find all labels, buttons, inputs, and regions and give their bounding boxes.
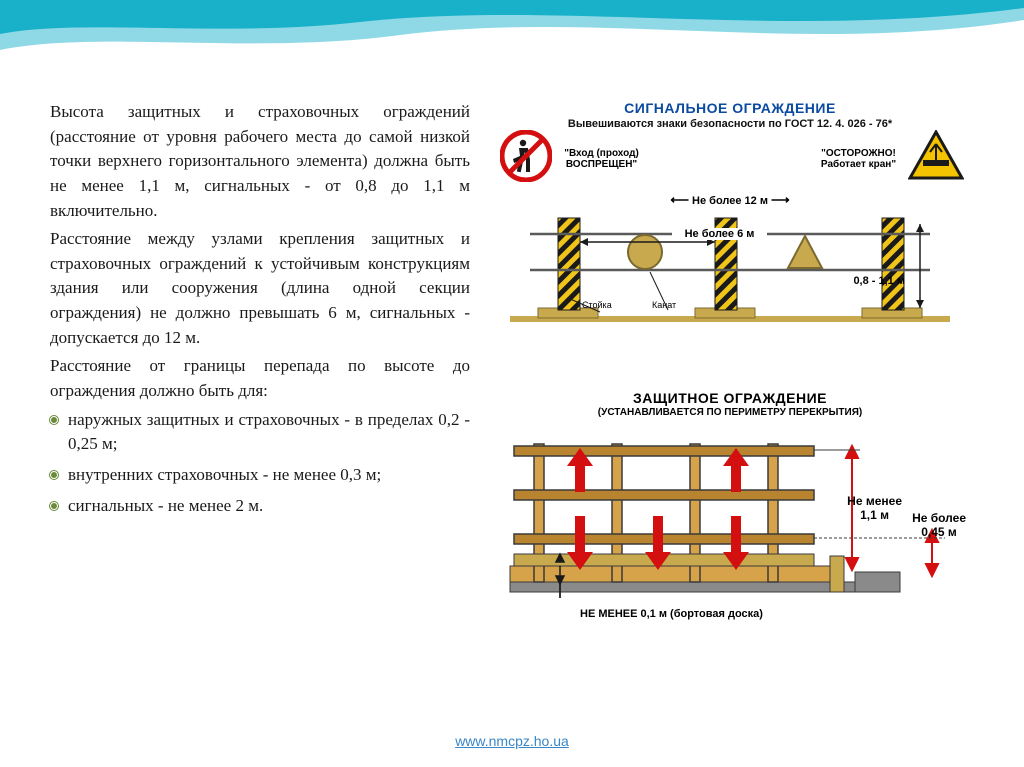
prohibition-sign-icon xyxy=(500,130,552,182)
footer-link: www.nmcpz.ho.ua xyxy=(0,733,1024,749)
warning-sign-icon xyxy=(908,130,964,180)
diag1-subtitle: Вывешиваются знаки безопасности по ГОСТ … xyxy=(500,118,960,130)
dim-6m-label: Не более 6 м xyxy=(672,228,767,240)
bullet-list: наружных защитных и страховочных - в пре… xyxy=(50,408,470,519)
body-text: Высота защитных и страховочных ограждени… xyxy=(50,100,470,640)
protective-fence-drawing xyxy=(500,426,960,636)
dim-0-45m-label: Не более0,45 м xyxy=(912,512,966,540)
signal-fence-drawing xyxy=(500,188,960,348)
list-item: сигнальных - не менее 2 м. xyxy=(68,494,470,519)
list-item: наружных защитных и страховочных - в пре… xyxy=(68,408,470,457)
decorative-wave xyxy=(0,0,1024,70)
diag2-title: ЗАЩИТНОЕ ОГРАЖДЕНИЕ xyxy=(500,390,960,406)
warn-label: "ОСТОРОЖНО! Работает кран" xyxy=(811,148,906,170)
diag2-subtitle: (УСТАНАВЛИВАЕТСЯ ПО ПЕРИМЕТРУ ПЕРЕКРЫТИЯ… xyxy=(500,407,960,418)
protective-fence-diagram: ЗАЩИТНОЕ ОГРАЖДЕНИЕ (УСТАНАВЛИВАЕТСЯ ПО … xyxy=(500,390,960,640)
dim-0-1m-label: НЕ МЕНЕЕ 0,1 м (бортовая доска) xyxy=(580,608,763,620)
source-url[interactable]: www.nmcpz.ho.ua xyxy=(455,733,569,749)
dim-1-1m-label: Не менее1,1 м xyxy=(847,495,902,523)
stand-label: Стойка xyxy=(582,300,612,310)
diag1-title: СИГНАЛЬНОЕ ОГРАЖДЕНИЕ xyxy=(500,100,960,116)
signal-fence-diagram: СИГНАЛЬНОЕ ОГРАЖДЕНИЕ Вывешиваются знаки… xyxy=(500,100,960,350)
paragraph-3: Расстояние от границы перепада по высоте… xyxy=(50,354,470,403)
paragraph-1: Высота защитных и страховочных ограждени… xyxy=(50,100,470,223)
prohib-label: "Вход (проход) ВОСПРЕЩЕН" xyxy=(554,148,649,170)
dim-height-label: 0,8 - 1,1 м xyxy=(853,275,905,287)
rope-label: Канат xyxy=(652,300,676,310)
paragraph-2: Расстояние между узлами крепления защитн… xyxy=(50,227,470,350)
list-item: внутренних страховочных - не менее 0,3 м… xyxy=(68,463,470,488)
